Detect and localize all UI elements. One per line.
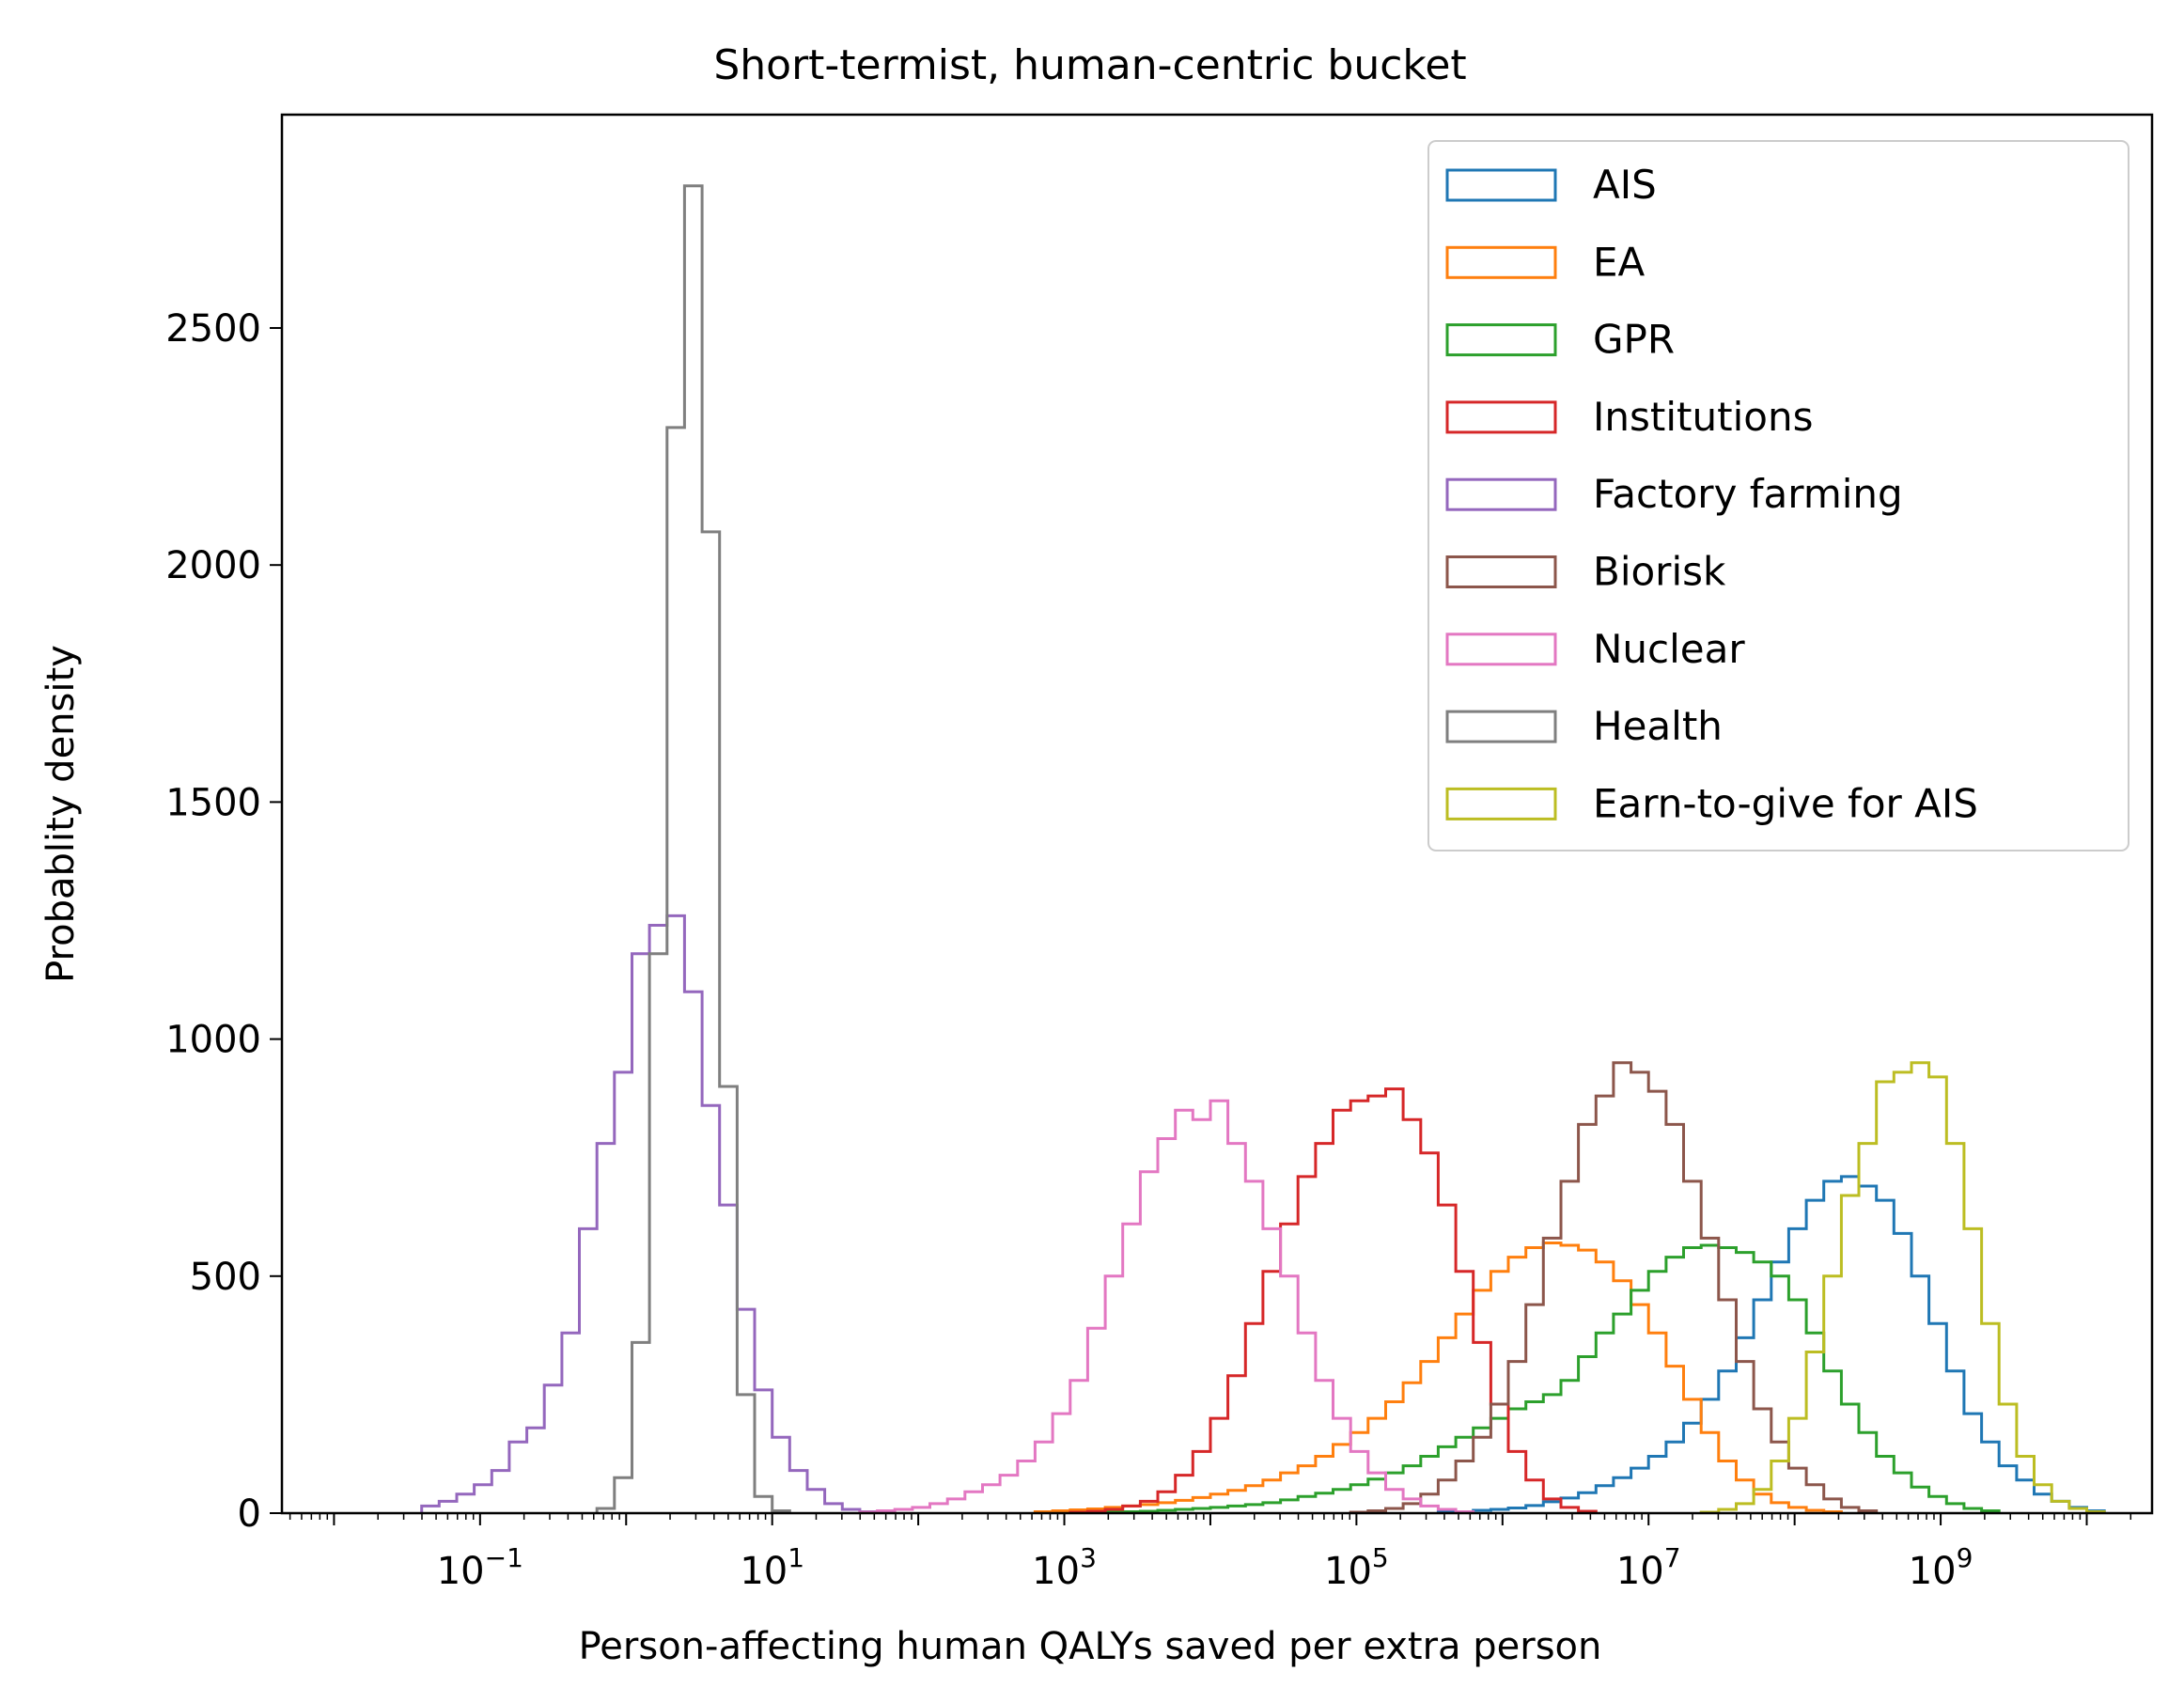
x-axis-ticks: 10−1 101 103 105 107 109 xyxy=(289,1513,2132,1593)
legend-swatch xyxy=(1445,323,1557,357)
legend-label: Nuclear xyxy=(1593,626,1745,672)
y-tick-label: 2000 xyxy=(165,544,261,587)
legend-label: GPR xyxy=(1593,317,1675,363)
x-tick-label: 103 xyxy=(1032,1542,1097,1593)
series-3-step-outline xyxy=(1069,1087,1598,1514)
series-layer xyxy=(420,184,2106,1514)
plot-frame xyxy=(280,113,2154,1515)
y-axis-label: Probablity density xyxy=(39,645,83,983)
legend-swatch xyxy=(1445,555,1557,588)
legend: AIS EA GPR Institutions Factory farming Biori… xyxy=(1427,140,2129,852)
y-tick-label: 500 xyxy=(190,1256,261,1299)
legend-label: Biorisk xyxy=(1593,549,1726,595)
legend-label: AIS xyxy=(1593,162,1657,208)
legend-swatch xyxy=(1445,787,1557,820)
y-tick-label: 2500 xyxy=(165,307,261,351)
x-tick-label: 109 xyxy=(1909,1542,1973,1593)
legend-items: AIS EA GPR Institutions Factory farming Biori… xyxy=(1445,162,1978,826)
legend-label: Health xyxy=(1593,703,1723,749)
x-tick-label: 105 xyxy=(1324,1542,1389,1593)
series-7-step-outline xyxy=(595,184,791,1513)
series-2-step-outline xyxy=(1103,1243,2001,1514)
series-4-step-outline xyxy=(420,914,880,1513)
y-tick-label: 0 xyxy=(238,1492,261,1536)
legend-swatch xyxy=(1445,633,1557,666)
x-tick-label: 10−1 xyxy=(437,1542,523,1593)
y-tick-label: 1000 xyxy=(165,1019,261,1062)
legend-label: Earn-to-give for AIS xyxy=(1593,780,1978,826)
series-6-step-outline xyxy=(858,1099,1475,1514)
x-tick-label: 107 xyxy=(1616,1542,1681,1593)
legend-label: Factory farming xyxy=(1593,471,1903,517)
x-axis-label: Person-affecting human QALYs saved per e… xyxy=(579,1625,1602,1668)
legend-swatch xyxy=(1445,168,1557,202)
legend-swatch xyxy=(1445,477,1557,511)
chart-title: Short-termist, human-centric bucket xyxy=(713,41,1466,89)
series-1-step-outline xyxy=(1033,1242,1843,1513)
legend-swatch xyxy=(1445,400,1557,434)
x-tick-label: 101 xyxy=(740,1542,804,1593)
series-0-step-outline xyxy=(1436,1175,2106,1514)
series-5-step-outline xyxy=(1349,1061,1879,1514)
legend-swatch xyxy=(1445,245,1557,279)
series-8-step-outline xyxy=(1699,1061,2106,1514)
y-axis-ticks: 0 500 1000 1500 2000 2500 xyxy=(165,307,282,1536)
legend-swatch xyxy=(1445,710,1557,743)
y-tick-label: 1500 xyxy=(165,781,261,824)
legend-label: Institutions xyxy=(1593,394,1813,440)
legend-frame xyxy=(1427,140,2129,852)
legend-label: EA xyxy=(1593,239,1646,285)
